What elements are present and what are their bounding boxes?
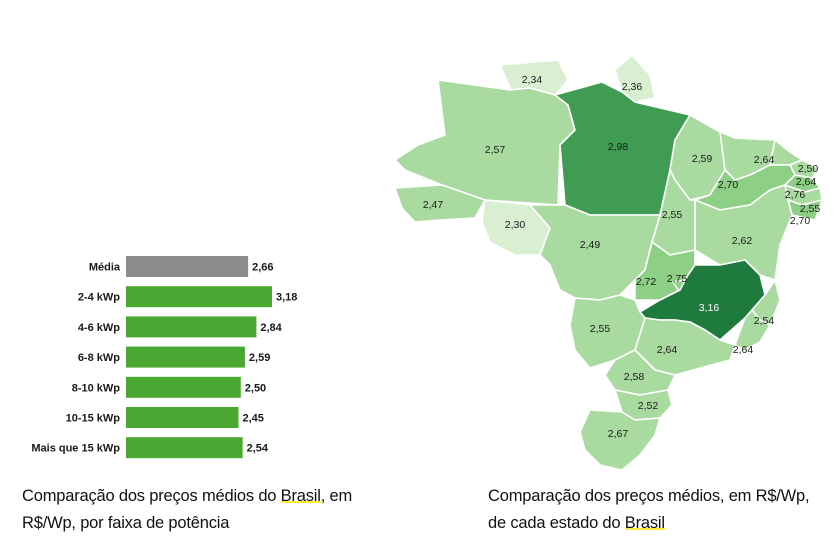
bar <box>126 346 245 368</box>
bar <box>126 286 272 308</box>
map-label-7: 2,64 <box>796 176 817 188</box>
map-label-16: 2,62 <box>732 235 753 247</box>
bar <box>126 316 257 338</box>
map-label-4: 2,59 <box>692 153 713 165</box>
map-label-21: 2,54 <box>754 315 775 327</box>
map-states <box>394 54 823 471</box>
bar-category-label: 2-4 kWp <box>78 292 120 304</box>
map-label-3: 2,98 <box>608 141 629 153</box>
map-label-26: 2,67 <box>608 428 629 440</box>
map-label-15: 2,49 <box>580 239 601 251</box>
bar-value-label: 2,84 <box>260 322 282 334</box>
map-label-19: 3,16 <box>699 302 720 314</box>
map-label-14: 2,55 <box>662 209 683 221</box>
map-label-9: 2,76 <box>785 189 806 201</box>
map-caption-highlight: Brasil <box>624 514 665 532</box>
bar-category-label: 6-8 kWp <box>78 352 120 364</box>
bar-chart: Média 2,66 2-4 kWp 3,18 4-6 kWp 2,84 6-8 kWp 2,… <box>31 256 297 459</box>
bar-value-label: 2,59 <box>249 352 270 364</box>
bar-chart-caption-highlight: Brasil <box>280 487 321 505</box>
map-state-15 <box>529 204 661 301</box>
bar-chart-caption-part-1: Comparação dos preços médios do <box>22 487 281 505</box>
bar-value-label: 2,45 <box>242 413 263 425</box>
bar-chart-caption: Comparação dos preços médios do Brasil, … <box>22 483 372 537</box>
map-label-1: 2,36 <box>622 81 643 93</box>
map-label-11: 2,70 <box>790 215 811 227</box>
map-label-24: 2,58 <box>624 371 645 383</box>
bar <box>126 437 243 459</box>
state-price-map: 2,34 2,36 2,57 2,98 2,59 2,64 2,50 2,64 … <box>394 54 823 471</box>
bar-chart-caption-part-2: , em R$/Wp, por faixa de potência <box>22 487 353 532</box>
bar-category-label: 8-10 kWp <box>72 382 121 394</box>
map-label-25: 2,52 <box>638 400 659 412</box>
map-label-22: 2,64 <box>733 344 754 356</box>
map-label-20: 2,55 <box>590 323 611 335</box>
map-label-8: 2,70 <box>718 179 739 191</box>
bar-category-label: 10-15 kWp <box>66 413 121 425</box>
map-value-labels: 2,34 2,36 2,57 2,98 2,59 2,64 2,50 2,64 … <box>423 74 821 440</box>
bar-category-label: Média <box>89 262 121 274</box>
map-state-22 <box>734 309 771 351</box>
bar-value-label: 2,54 <box>247 443 269 455</box>
bar-value-label: 2,66 <box>252 262 273 274</box>
map-label-10: 2,55 <box>800 203 821 215</box>
map-label-13: 2,30 <box>505 219 526 231</box>
map-label-0: 2,34 <box>522 74 543 86</box>
bar <box>126 376 241 398</box>
map-caption-part-1: Comparação dos preços médios, em R$/Wp, … <box>488 487 810 532</box>
map-label-18: 2,75 <box>667 273 688 285</box>
map-label-6: 2,50 <box>798 163 819 175</box>
map-caption: Comparação dos preços médios, em R$/Wp, … <box>488 483 828 537</box>
map-label-12: 2,47 <box>423 199 444 211</box>
map-label-17: 2,72 <box>636 276 657 288</box>
map-label-5: 2,64 <box>754 154 775 166</box>
map-state-26 <box>579 409 661 471</box>
bar-category-label: 4-6 kWp <box>78 322 120 334</box>
bar <box>126 256 249 277</box>
map-label-23: 2,64 <box>657 344 678 356</box>
bar-value-label: 3,18 <box>276 292 297 304</box>
bar-value-label: 2,50 <box>245 382 266 394</box>
map-label-2: 2,57 <box>485 144 506 156</box>
map-state-12 <box>394 184 486 223</box>
bar-category-label: Mais que 15 kWp <box>31 443 120 455</box>
bar <box>126 407 239 428</box>
